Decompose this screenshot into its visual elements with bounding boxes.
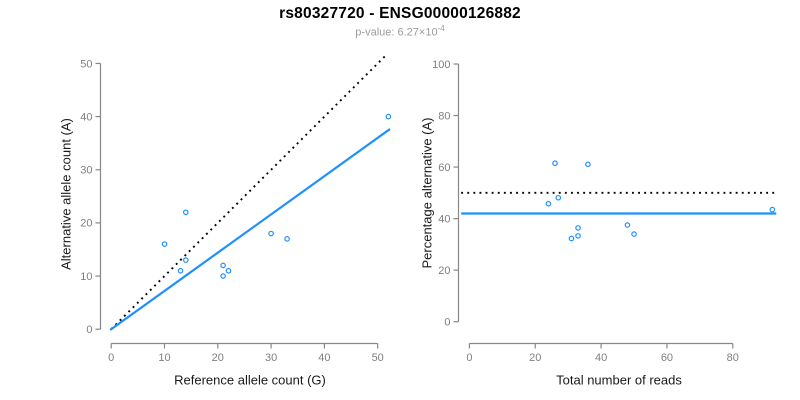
- left-data-point: [225, 267, 232, 274]
- right-y-tick-label: 80: [438, 110, 450, 122]
- left-fit-line: [109, 128, 391, 331]
- right-data-point: [585, 161, 591, 168]
- right-x-tick-label: 0: [466, 352, 472, 364]
- left-data-point: [268, 230, 274, 237]
- right-y-tick-label: 40: [438, 213, 450, 225]
- right-y-tick-label: 20: [438, 265, 450, 277]
- left-y-tick-label: 30: [80, 165, 92, 177]
- left-x-tick-label: 0: [108, 352, 114, 364]
- left-y-tick-label: 50: [80, 58, 92, 70]
- left-x-axis-title: Reference allele count (G): [174, 372, 326, 388]
- right-y-axis-title: Percentage alternative (A): [419, 117, 435, 269]
- left-data-point: [183, 257, 189, 263]
- left-data-point: [161, 241, 168, 247]
- right-data-point: [552, 160, 558, 167]
- left-data-point: [220, 273, 226, 279]
- left-data-point: [385, 113, 392, 120]
- left-y-axis-title: Alternative allele count (A): [58, 118, 74, 270]
- pvalue-exponent: -4: [437, 24, 445, 33]
- figure-title: rs80327720 - ENSG00000126882: [279, 5, 521, 22]
- right-data-point: [575, 233, 581, 239]
- left-identity-line: [110, 54, 387, 330]
- right-x-tick-label: 60: [661, 352, 673, 364]
- right-y-tick-label: 100: [432, 59, 450, 71]
- left-y-tick-label: 10: [80, 271, 92, 283]
- right-data-point: [769, 206, 776, 213]
- left-x-tick-label: 30: [265, 352, 277, 364]
- left-x-tick-label: 40: [318, 352, 330, 364]
- left-data-point: [284, 236, 290, 242]
- left-data-point: [177, 267, 184, 274]
- left-y-tick-label: 40: [80, 111, 92, 123]
- right-data-point: [568, 235, 575, 242]
- left-y-tick-label: 20: [80, 218, 92, 230]
- left-y-tick-label: 0: [86, 324, 92, 336]
- right-y-tick-label: 0: [444, 317, 450, 329]
- right-x-axis-title: Total number of reads: [556, 372, 682, 388]
- right-data-point: [545, 200, 552, 207]
- right-x-tick-label: 20: [529, 352, 541, 364]
- left-x-tick-label: 50: [372, 352, 384, 364]
- right-y-tick-label: 60: [438, 162, 450, 174]
- figure-subtitle: p-value: 6.27×10-4: [0, 24, 800, 39]
- right-x-tick-label: 80: [727, 352, 739, 364]
- pvalue-text: p-value: 6.27×10: [355, 26, 438, 39]
- left-data-point: [183, 209, 189, 216]
- right-data-point: [624, 222, 631, 228]
- right-x-tick-label: 40: [595, 352, 607, 364]
- right-data-point: [555, 194, 562, 201]
- left-x-tick-label: 10: [158, 352, 170, 364]
- left-data-point: [220, 262, 226, 269]
- right-data-point: [575, 225, 581, 231]
- right-data-point: [631, 231, 637, 237]
- left-x-tick-label: 20: [212, 352, 224, 364]
